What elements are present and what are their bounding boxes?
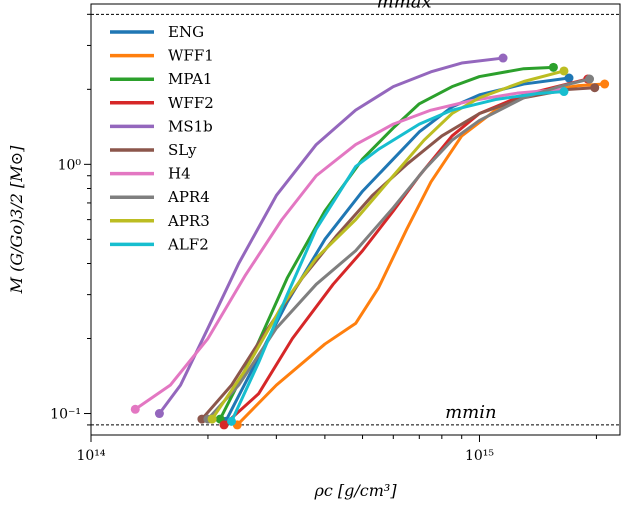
legend-label-WFF1: WFF1 bbox=[168, 47, 214, 65]
series-end-marker-WFF1 bbox=[600, 79, 610, 89]
series-line-MPA1 bbox=[218, 65, 555, 421]
series-end-marker-SLy bbox=[590, 83, 600, 93]
legend-label-WFF2: WFF2 bbox=[168, 94, 214, 112]
axes: 10¹⁴ 10¹⁵ 10⁻¹ 10⁰ ρc [g/cm³] M (G/Go)3/2 [M⊙… bbox=[7, 0, 621, 500]
series-line-ALF2 bbox=[230, 90, 566, 423]
y-axis-label: M (G/Go)3/2 [M⊙] bbox=[7, 145, 26, 294]
legend: ENG WFF1 MPA1 WFF2 MS1b SLy H4 APR4 APR3 ALF2 bbox=[110, 23, 214, 253]
series-end-marker-APR4 bbox=[585, 74, 595, 84]
legend-label-APR3: APR3 bbox=[167, 212, 210, 230]
x-axis-label: ρc [g/cm³] bbox=[313, 481, 397, 500]
series-end-marker-APR3 bbox=[559, 66, 569, 76]
series-line-MS1b bbox=[157, 56, 505, 416]
legend-label-ALF2: ALF2 bbox=[167, 235, 209, 253]
x-tick-label: 10¹⁵ bbox=[465, 448, 494, 464]
series-end-marker-ALF2 bbox=[559, 87, 569, 97]
plot-area bbox=[91, 13, 620, 430]
legend-label-SLy: SLy bbox=[168, 141, 197, 159]
series-end-marker-ENG bbox=[564, 73, 574, 83]
annotation-0: mmax bbox=[377, 0, 432, 12]
legend-label-ENG: ENG bbox=[168, 23, 204, 41]
series-end-marker-MS1b bbox=[498, 53, 508, 63]
legend-label-APR4: APR4 bbox=[167, 188, 210, 206]
legend-label-MS1b: MS1b bbox=[168, 117, 213, 135]
series-start-marker-ALF2 bbox=[227, 416, 237, 426]
y-tick-label: 10⁰ bbox=[58, 157, 82, 173]
legend-label-H4: H4 bbox=[168, 165, 191, 183]
series-end-marker-MPA1 bbox=[548, 62, 558, 72]
x-tick-label: 10¹⁴ bbox=[76, 448, 105, 464]
annotation-1: mmin bbox=[445, 402, 497, 423]
series-start-marker-APR3 bbox=[207, 414, 217, 424]
series-start-marker-MS1b bbox=[154, 409, 164, 419]
series-start-marker-WFF2 bbox=[219, 420, 229, 430]
series-line-APR3 bbox=[210, 69, 566, 421]
y-tick-label: 10⁻¹ bbox=[50, 407, 81, 423]
series-line-WFF1 bbox=[235, 82, 607, 427]
series-start-marker-H4 bbox=[130, 404, 140, 414]
legend-label-MPA1: MPA1 bbox=[168, 70, 212, 88]
